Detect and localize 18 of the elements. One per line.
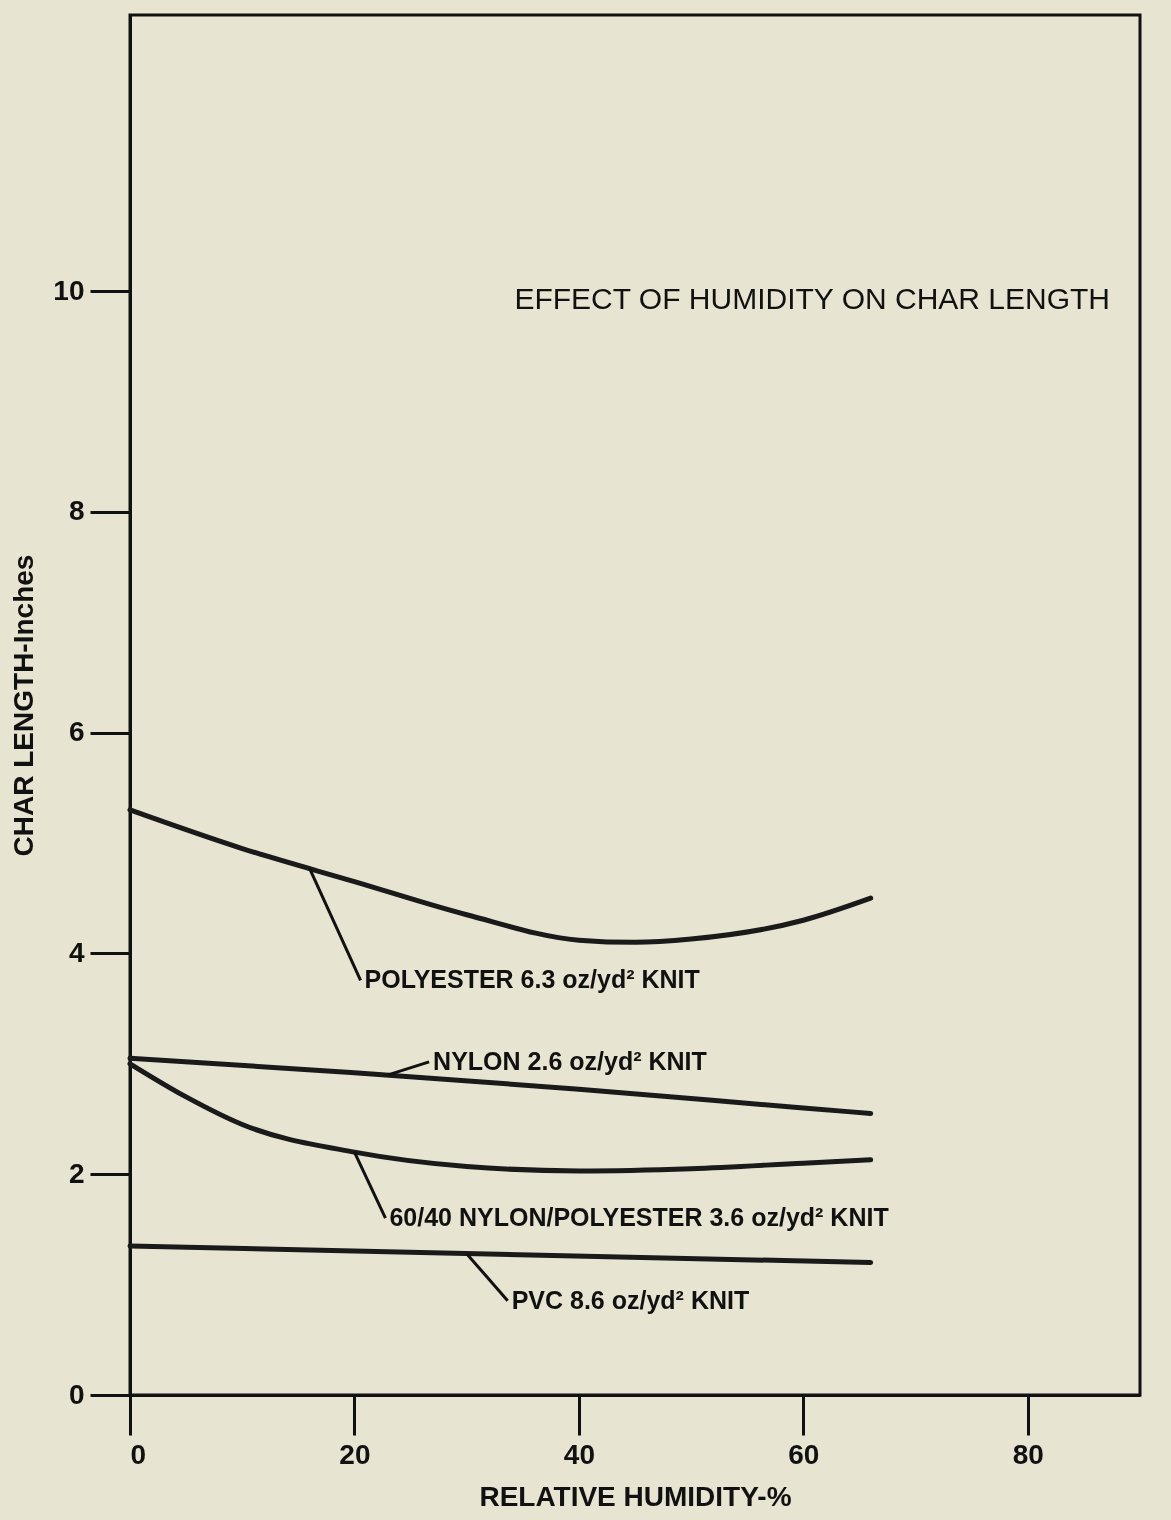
y-axis-title: CHAR LENGTH-Inches [8,554,40,857]
x-tick-label: 0 [130,1438,147,1470]
annotation: POLYESTER 6.3 oz/yd² KNIT [364,965,700,994]
y-tick-label: 2 [68,1157,85,1189]
annotation: 60/40 NYLON/POLYESTER 3.6 oz/yd² KNIT [389,1203,889,1232]
annotation: NYLON 2.6 oz/yd² KNIT [433,1046,707,1075]
y-tick-label: 0 [68,1378,85,1410]
x-tick-label: 80 [1012,1438,1044,1470]
x-axis-title: RELATIVE HUMIDITY-% [479,1480,792,1512]
x-tick-label: 20 [339,1438,371,1470]
y-tick-label: 6 [68,716,85,748]
x-tick-label: 40 [563,1438,595,1470]
x-tick-label: 60 [788,1438,820,1470]
y-tick-label: 8 [68,495,85,527]
annotation: PVC 8.6 oz/yd² KNIT [511,1285,750,1314]
text: EFFECT OF HUMIDITY ON CHAR LENGTH [514,282,1110,315]
y-tick-label: 10 [53,274,85,306]
y-tick-label: 4 [68,936,85,968]
